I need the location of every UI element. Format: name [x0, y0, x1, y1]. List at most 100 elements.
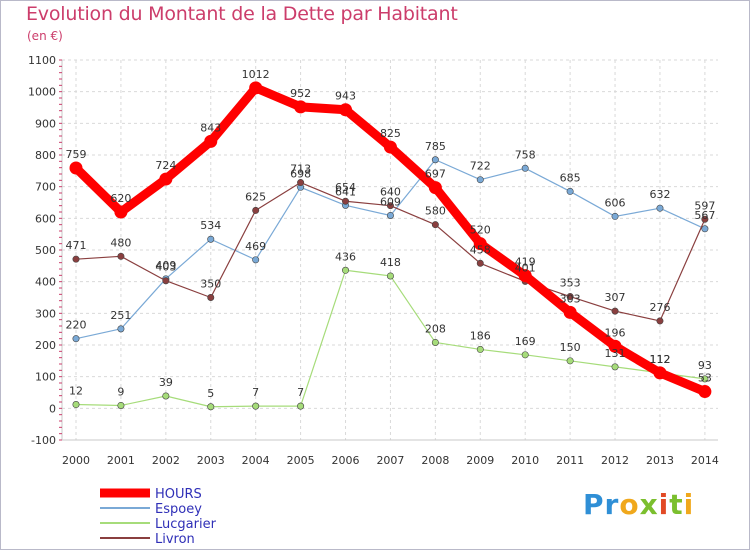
y-tick-label: 300: [35, 307, 56, 320]
chart-unit-label: (en €): [27, 29, 63, 43]
data-point-hours: [114, 205, 128, 219]
data-label-livron: 401: [515, 261, 536, 274]
data-point-hours: [518, 269, 532, 283]
x-tick-label: 2001: [107, 454, 135, 467]
data-point-livron: [297, 179, 305, 187]
data-point-lucgarier: [297, 402, 305, 410]
data-label-espoey: 606: [605, 196, 626, 209]
data-label-espoey: 469: [245, 240, 266, 253]
data-point-lucgarier: [701, 375, 709, 383]
x-tick-label: 2014: [691, 454, 719, 467]
data-point-hours: [204, 134, 218, 148]
data-label-espoey: 785: [425, 140, 446, 153]
data-point-hours: [69, 161, 83, 175]
data-label-livron: 403: [155, 261, 176, 274]
data-point-lucgarier: [431, 338, 439, 346]
x-tick-label: 2003: [197, 454, 225, 467]
data-point-lucgarier: [342, 266, 350, 274]
data-point-lucgarier: [252, 402, 260, 410]
data-label-espoey: 609: [380, 195, 401, 208]
y-tick-label: 100: [35, 371, 56, 384]
data-label-espoey: 722: [470, 160, 491, 173]
data-point-hours: [428, 181, 442, 195]
data-point-hours: [698, 385, 712, 399]
data-point-espoey: [431, 156, 439, 164]
x-tick-label: 2004: [242, 454, 270, 467]
data-label-hours: 1012: [242, 68, 270, 81]
data-label-lucgarier: 186: [470, 329, 491, 342]
x-tick-label: 2009: [466, 454, 494, 467]
data-point-livron: [207, 293, 215, 301]
x-tick-label: 2002: [152, 454, 180, 467]
x-tick-label: 2006: [332, 454, 360, 467]
data-point-lucgarier: [207, 403, 215, 411]
data-point-espoey: [611, 212, 619, 220]
data-point-lucgarier: [117, 401, 125, 409]
x-tick-label: 2007: [376, 454, 404, 467]
data-point-espoey: [656, 204, 664, 212]
data-label-hours: 825: [380, 127, 401, 140]
data-label-livron: 597: [694, 199, 715, 212]
chart-title: Evolution du Montant de la Dette par Hab…: [26, 3, 458, 25]
y-tick-label: -100: [31, 434, 56, 447]
data-point-espoey: [207, 235, 215, 243]
data-label-espoey: 534: [200, 219, 221, 232]
data-label-lucgarier: 112: [649, 353, 670, 366]
data-label-hours: 724: [155, 159, 176, 172]
data-point-lucgarier: [566, 357, 574, 365]
data-point-lucgarier: [162, 392, 170, 400]
proxiti-logo: Proxiti: [583, 488, 695, 521]
data-label-lucgarier: 7: [297, 386, 304, 399]
data-label-hours: 303: [560, 292, 581, 305]
data-point-espoey: [117, 325, 125, 333]
data-label-hours: 53: [698, 372, 712, 385]
data-label-hours: 697: [425, 168, 446, 181]
data-label-lucgarier: 436: [335, 250, 356, 263]
data-label-hours: 943: [335, 90, 356, 103]
data-label-lucgarier: 12: [69, 385, 83, 398]
data-label-espoey: 632: [649, 188, 670, 201]
data-label-hours: 419: [515, 256, 536, 269]
x-tick-label: 2012: [601, 454, 629, 467]
data-point-livron: [656, 317, 664, 325]
data-label-lucgarier: 131: [605, 347, 626, 360]
x-tick-label: 2010: [511, 454, 539, 467]
data-label-livron: 350: [200, 278, 221, 291]
data-label-livron: 480: [110, 236, 131, 249]
y-tick-label: 900: [35, 117, 56, 130]
legend-label-espoey: Espoey: [155, 502, 202, 517]
data-point-espoey: [72, 335, 80, 343]
data-label-hours: 112: [649, 353, 670, 366]
data-point-hours: [159, 172, 173, 186]
data-label-hours: 520: [470, 224, 491, 237]
legend-label-hours: HOURS: [155, 487, 202, 502]
data-point-livron: [566, 293, 574, 301]
data-label-espoey: 685: [560, 171, 581, 184]
data-label-lucgarier: 39: [159, 376, 173, 389]
data-label-livron: 580: [425, 205, 446, 218]
data-label-livron: 307: [605, 291, 626, 304]
data-label-livron: 654: [335, 181, 356, 194]
data-label-lucgarier: 169: [515, 335, 536, 348]
data-point-espoey: [476, 176, 484, 184]
data-label-hours: 952: [290, 87, 311, 100]
y-tick-label: 500: [35, 244, 56, 257]
data-label-livron: 640: [380, 186, 401, 199]
y-tick-label: 600: [35, 212, 56, 225]
data-point-lucgarier: [72, 401, 80, 409]
y-tick-label: 1000: [28, 86, 56, 99]
legend-label-livron: Livron: [155, 532, 195, 547]
data-point-livron: [431, 221, 439, 229]
data-point-livron: [162, 277, 170, 285]
data-point-livron: [386, 202, 394, 210]
data-point-espoey: [701, 225, 709, 233]
data-label-hours: 843: [200, 121, 221, 134]
data-label-lucgarier: 418: [380, 256, 401, 269]
data-point-espoey: [386, 211, 394, 219]
data-label-lucgarier: 208: [425, 322, 446, 335]
series-layer: [69, 81, 712, 411]
y-tick-label: 0: [49, 402, 56, 415]
data-point-hours: [249, 81, 263, 95]
